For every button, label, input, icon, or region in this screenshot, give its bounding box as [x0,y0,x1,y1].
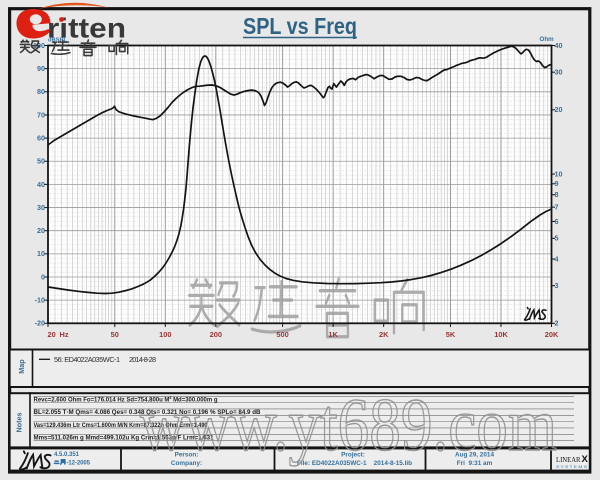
svg-text:50: 50 [37,157,45,166]
svg-text:3: 3 [555,281,559,290]
svg-text:Person:: Person: [175,451,199,458]
svg-text:56: ED4022A035WC-1: 56: ED4022A035WC-1 [54,355,120,364]
svg-text:5: 5 [555,234,559,243]
svg-text:0: 0 [41,272,45,281]
svg-text:7: 7 [555,203,559,212]
svg-text:SPL vs Freq: SPL vs Freq [243,13,357,39]
svg-text:File: ED4022A035WC-1 2014-8: File: ED4022A035WC-1 2014-8-15.lib [297,460,412,467]
svg-text:60: 60 [37,134,45,143]
svg-text:Fri 9:31 am: Fri 9:31 am [457,460,493,467]
svg-text:2K: 2K [379,330,389,339]
svg-text:20: 20 [555,105,563,114]
svg-text:80: 80 [37,87,45,96]
svg-text:500: 500 [276,330,288,339]
svg-text:100: 100 [159,330,171,339]
svg-text:20K: 20K [545,330,559,339]
svg-text:dBSPL: dBSPL [48,38,67,44]
svg-text:-20: -20 [35,319,45,328]
svg-text:LINEAR: LINEAR [556,455,581,464]
svg-text:2014-8-28: 2014-8-28 [129,355,156,364]
svg-text:8: 8 [555,190,559,199]
svg-text:Vas=129.436m Ltr Cms=1.600m M: Vas=129.436m Ltr Cms=1.600m M/N Krm=87.3… [34,422,208,429]
svg-text:10K: 10K [494,330,508,339]
svg-text:50: 50 [111,330,119,339]
svg-text:BL=2.055 T·M Qms= 4.086 Qes=: BL=2.055 T·M Qms= 4.086 Qes= 0.348 Qts= … [34,409,261,416]
svg-text:20: 20 [37,226,45,235]
svg-text:90: 90 [37,64,45,73]
svg-text:4.5.0.351: 4.5.0.351 [54,452,80,458]
svg-text:S Y S T E M S: S Y S T E M S [556,464,587,469]
svg-text:20: 20 [48,330,56,339]
svg-text:-10: -10 [35,296,45,305]
svg-text:2: 2 [555,319,559,328]
svg-text:5K: 5K [446,330,456,339]
svg-text:-12-2005: -12-2005 [67,461,91,467]
svg-text:Revc=2.600 Ohm Fo=176.014 Hz: Revc=2.600 Ohm Fo=176.014 Hz Sd=754.800u… [34,396,218,403]
svg-text:1K: 1K [328,330,338,339]
svg-text:Ohm: Ohm [540,36,555,43]
svg-text:200: 200 [210,330,222,339]
svg-text:ritten: ritten [47,13,126,44]
svg-text:6: 6 [555,217,559,226]
svg-text:9: 9 [555,179,559,188]
svg-text:30: 30 [37,203,45,212]
svg-text:Hz: Hz [60,330,69,339]
svg-text:4: 4 [555,254,559,263]
svg-text:Company:: Company: [171,460,202,467]
svg-text:40: 40 [37,180,45,189]
svg-text:Map: Map [17,359,26,374]
svg-text:Project:: Project: [341,451,365,458]
svg-text:Aug 29, 2014: Aug 29, 2014 [455,451,495,458]
svg-text:70: 70 [37,110,45,119]
svg-text:X: X [582,454,589,465]
svg-text:www.yt689.com: www.yt689.com [140,384,557,467]
svg-text:10: 10 [37,249,45,258]
svg-text:30: 30 [555,68,563,77]
svg-text:10: 10 [555,170,563,179]
svg-text:40: 40 [555,41,563,50]
svg-text:Mms=511.026m g Mmd=499.102u K: Mms=511.026m g Mmd=499.102u Kg Crm=1.563… [34,434,214,441]
svg-text:Notes: Notes [15,413,24,433]
